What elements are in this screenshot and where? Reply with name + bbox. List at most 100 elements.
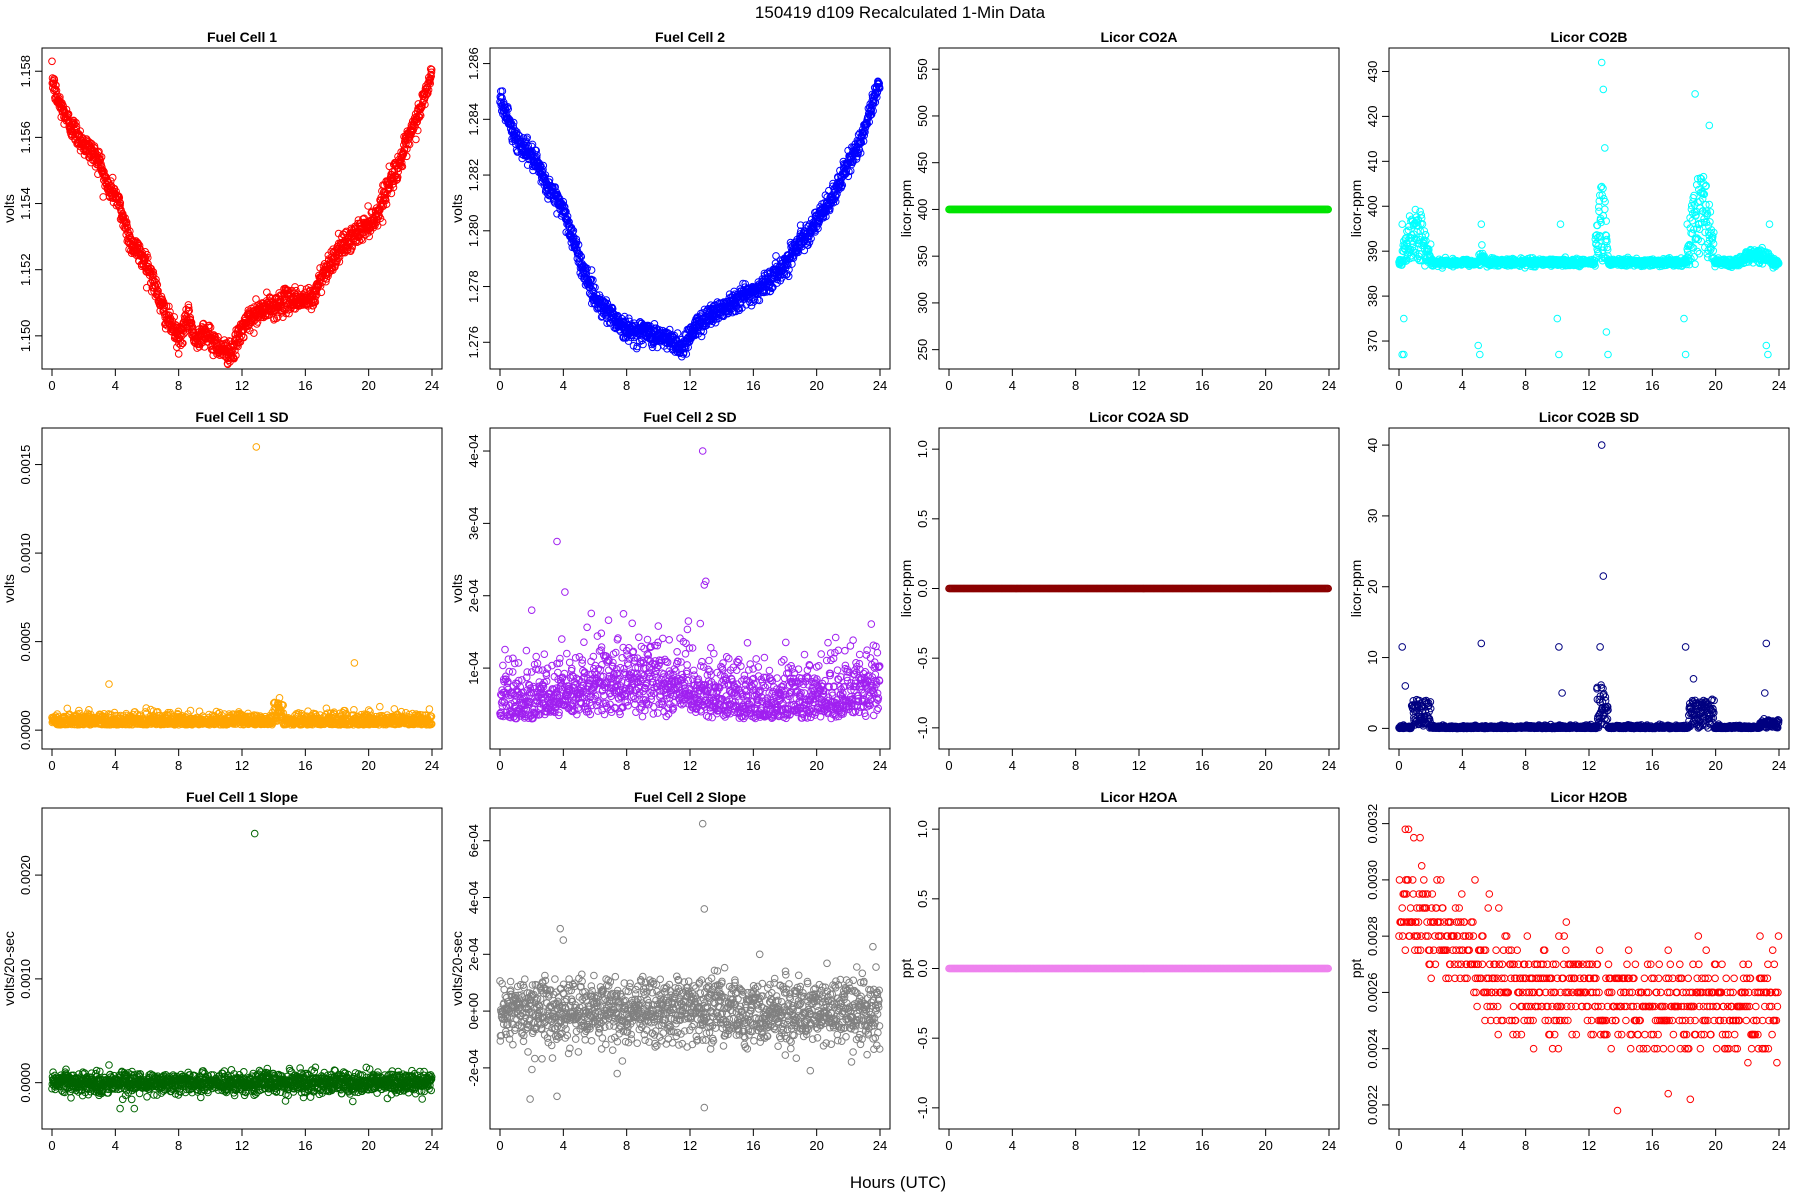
y-tick-label: 430 — [1365, 61, 1380, 83]
y-tick-label: 1.150 — [18, 320, 33, 353]
data-point — [1693, 247, 1702, 256]
y-tick-label: 1.276 — [466, 326, 481, 359]
y-axis-label: volts — [1, 194, 17, 223]
data-points — [48, 57, 436, 369]
y-tick-label: 1.158 — [18, 55, 33, 88]
x-tick-label: 20 — [1258, 378, 1272, 393]
y-tick-label: 390 — [1365, 240, 1380, 262]
y-tick-label: 550 — [915, 58, 930, 80]
data-point — [1765, 220, 1774, 228]
x-tick-label: 12 — [683, 378, 697, 393]
x-axis: 0 4 8 12 16 20 24 — [48, 368, 439, 393]
data-point — [1555, 350, 1563, 359]
y-axis-label: licor-ppm — [1348, 180, 1364, 238]
x-tick-label: 16 — [1645, 378, 1659, 393]
panel-title: Licor CO2B — [1550, 29, 1627, 45]
y-tick-label: 1.154 — [18, 187, 33, 220]
panel-title: Fuel Cell 2 — [655, 29, 725, 45]
y-tick-label: 300 — [915, 292, 930, 314]
data-point — [70, 120, 79, 129]
panel-fuel-cell-2: Fuel Cell 20 4 8 12 16 20 241.2761.2781.2801.2… — [449, 29, 891, 393]
data-point — [1602, 328, 1611, 336]
data-point — [99, 193, 107, 201]
y-tick-label: 370 — [1365, 330, 1380, 352]
panel-title: Fuel Cell 1 — [207, 29, 277, 45]
data-point — [1400, 314, 1408, 323]
y-tick-label: 500 — [915, 105, 930, 127]
data-point — [1705, 121, 1714, 130]
data-point — [1599, 184, 1607, 193]
plot-frame — [1388, 47, 1790, 370]
x-tick-label: 24 — [1322, 378, 1336, 393]
x-tick-label: 12 — [1582, 378, 1596, 393]
panel-fuel-cell-1: Fuel Cell 10 4 8 12 16 20 241.1501.1521.1541.1… — [1, 29, 443, 393]
x-tick-label: 4 — [1459, 378, 1466, 393]
x-tick-label: 12 — [1132, 378, 1146, 393]
data-point — [1762, 341, 1771, 350]
data-point — [1604, 350, 1612, 359]
x-tick-label: 0 — [496, 378, 503, 393]
data-point — [1476, 350, 1484, 359]
data-points — [48, 443, 436, 729]
x-tick-label: 0 — [1395, 378, 1402, 393]
x-axis: 0 4 8 12 16 20 24 — [945, 368, 1336, 393]
panel-fuel-cell-1-sd: Fuel Cell 1 SD0 4 8 12 16 20 240.00000.00050.0… — [1, 409, 443, 773]
data-point — [64, 110, 73, 118]
data-point — [1478, 241, 1486, 249]
x-axis: 0 4 8 12 16 20 24 — [1395, 368, 1786, 393]
x-tick-label: 24 — [1772, 378, 1786, 393]
x-tick-label: 20 — [809, 378, 823, 393]
y-tick-label: 1.282 — [466, 159, 481, 192]
x-tick-label: 8 — [623, 378, 630, 393]
x-tick-label: 16 — [298, 378, 312, 393]
y-tick-label: 400 — [915, 199, 930, 221]
data-point — [50, 76, 59, 84]
data-point — [174, 350, 183, 358]
data-point — [76, 127, 84, 135]
y-tick-label: 1.278 — [466, 270, 481, 303]
panel-title: Fuel Cell 1 SD — [195, 409, 288, 425]
x-tick-label: 8 — [1072, 378, 1079, 393]
data-point — [1680, 314, 1688, 323]
x-tick-label: 16 — [746, 378, 760, 393]
data-point — [1474, 341, 1482, 350]
panel-title: Licor CO2A — [1100, 29, 1177, 45]
x-tick-label: 4 — [560, 378, 567, 393]
data-points — [945, 205, 1332, 214]
data-point — [1695, 249, 1704, 258]
data-point — [1597, 58, 1606, 67]
data-point — [52, 81, 60, 90]
y-tick-label: 420 — [1365, 106, 1380, 128]
data-point — [1599, 85, 1608, 94]
data-point — [97, 153, 106, 161]
data-point — [115, 194, 124, 202]
y-tick-label: 1.152 — [18, 253, 33, 286]
x-tick-label: 16 — [1195, 378, 1209, 393]
x-tick-label: 20 — [1708, 378, 1722, 393]
data-points — [1395, 58, 1783, 359]
x-tick-label: 4 — [1009, 378, 1016, 393]
data-point — [48, 57, 56, 66]
x-tick-label: 12 — [235, 378, 249, 393]
panel-grid: Fuel Cell 1 0 4 8 12 16 20 24 1.150 1.152 1.154 1.1… — [1, 29, 1790, 1153]
y-axis-label: volts — [449, 194, 465, 223]
y-tick-label: 1.284 — [466, 103, 481, 136]
x-tick-label: 8 — [1522, 378, 1529, 393]
data-point — [1601, 205, 1609, 214]
y-tick-label: 400 — [1365, 195, 1380, 217]
x-tick-label: 0 — [945, 378, 952, 393]
x-tick-label: 8 — [175, 378, 182, 393]
data-point — [1601, 144, 1609, 152]
data-point — [1681, 350, 1690, 359]
y-tick-label: 410 — [1365, 150, 1380, 172]
data-point — [412, 135, 420, 144]
data-point — [100, 168, 108, 176]
data-point — [1556, 220, 1565, 228]
data-points — [496, 77, 884, 361]
x-tick-label: 24 — [425, 378, 439, 393]
